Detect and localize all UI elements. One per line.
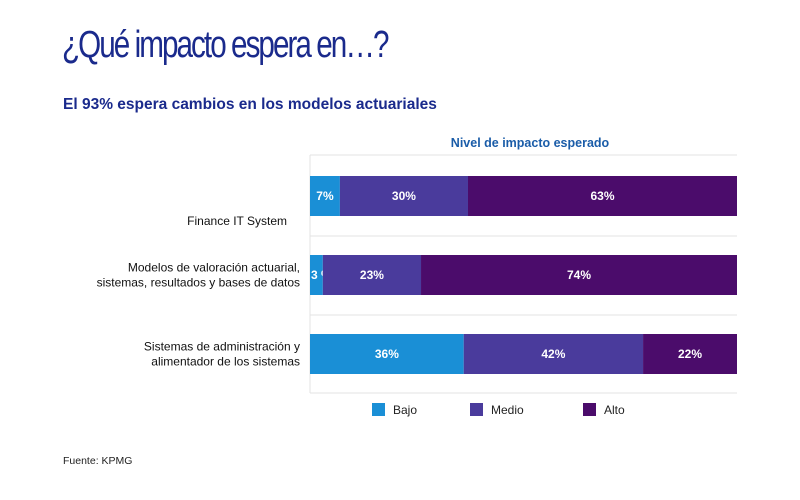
bar-medio <box>322 255 422 295</box>
page-title: ¿Qué impacto espera en…? <box>62 24 389 66</box>
bar-bajo <box>310 176 340 216</box>
legend-label: Medio <box>491 403 524 417</box>
data-label: 74% <box>567 268 591 282</box>
data-label: 30% <box>392 189 416 203</box>
data-label: 63% <box>590 189 614 203</box>
category-label: Finance IT System <box>187 214 287 228</box>
category-label: sistemas, resultados y bases de datos <box>97 276 300 290</box>
category-label: alimentador de los sistemas <box>151 355 300 369</box>
source-note: Fuente: KPMG <box>63 455 133 467</box>
legend-swatch-alto <box>583 403 596 416</box>
legend-swatch-bajo <box>372 403 385 416</box>
bar-bajo <box>310 334 464 374</box>
data-label: 22% <box>678 347 702 361</box>
data-label: 42% <box>541 347 565 361</box>
bar-alto <box>643 334 737 374</box>
legend-swatch-medio <box>470 403 483 416</box>
bar-bajo <box>310 255 323 295</box>
data-label: 7% <box>316 189 334 203</box>
data-label: 23% <box>360 268 384 282</box>
page-subtitle: El 93% espera cambios en los modelos act… <box>63 96 437 113</box>
data-label: 36% <box>375 347 399 361</box>
category-label: Sistemas de administración y <box>144 340 300 354</box>
legend-label: Alto <box>604 403 625 417</box>
bar-alto <box>467 176 737 216</box>
legend-label: Bajo <box>393 403 417 417</box>
axis-title: Nivel de impacto esperado <box>451 136 610 150</box>
category-label: Modelos de valoración actuarial, <box>128 261 300 275</box>
bar-medio <box>463 334 644 374</box>
bar-alto <box>421 255 737 295</box>
bar-medio <box>339 176 468 216</box>
